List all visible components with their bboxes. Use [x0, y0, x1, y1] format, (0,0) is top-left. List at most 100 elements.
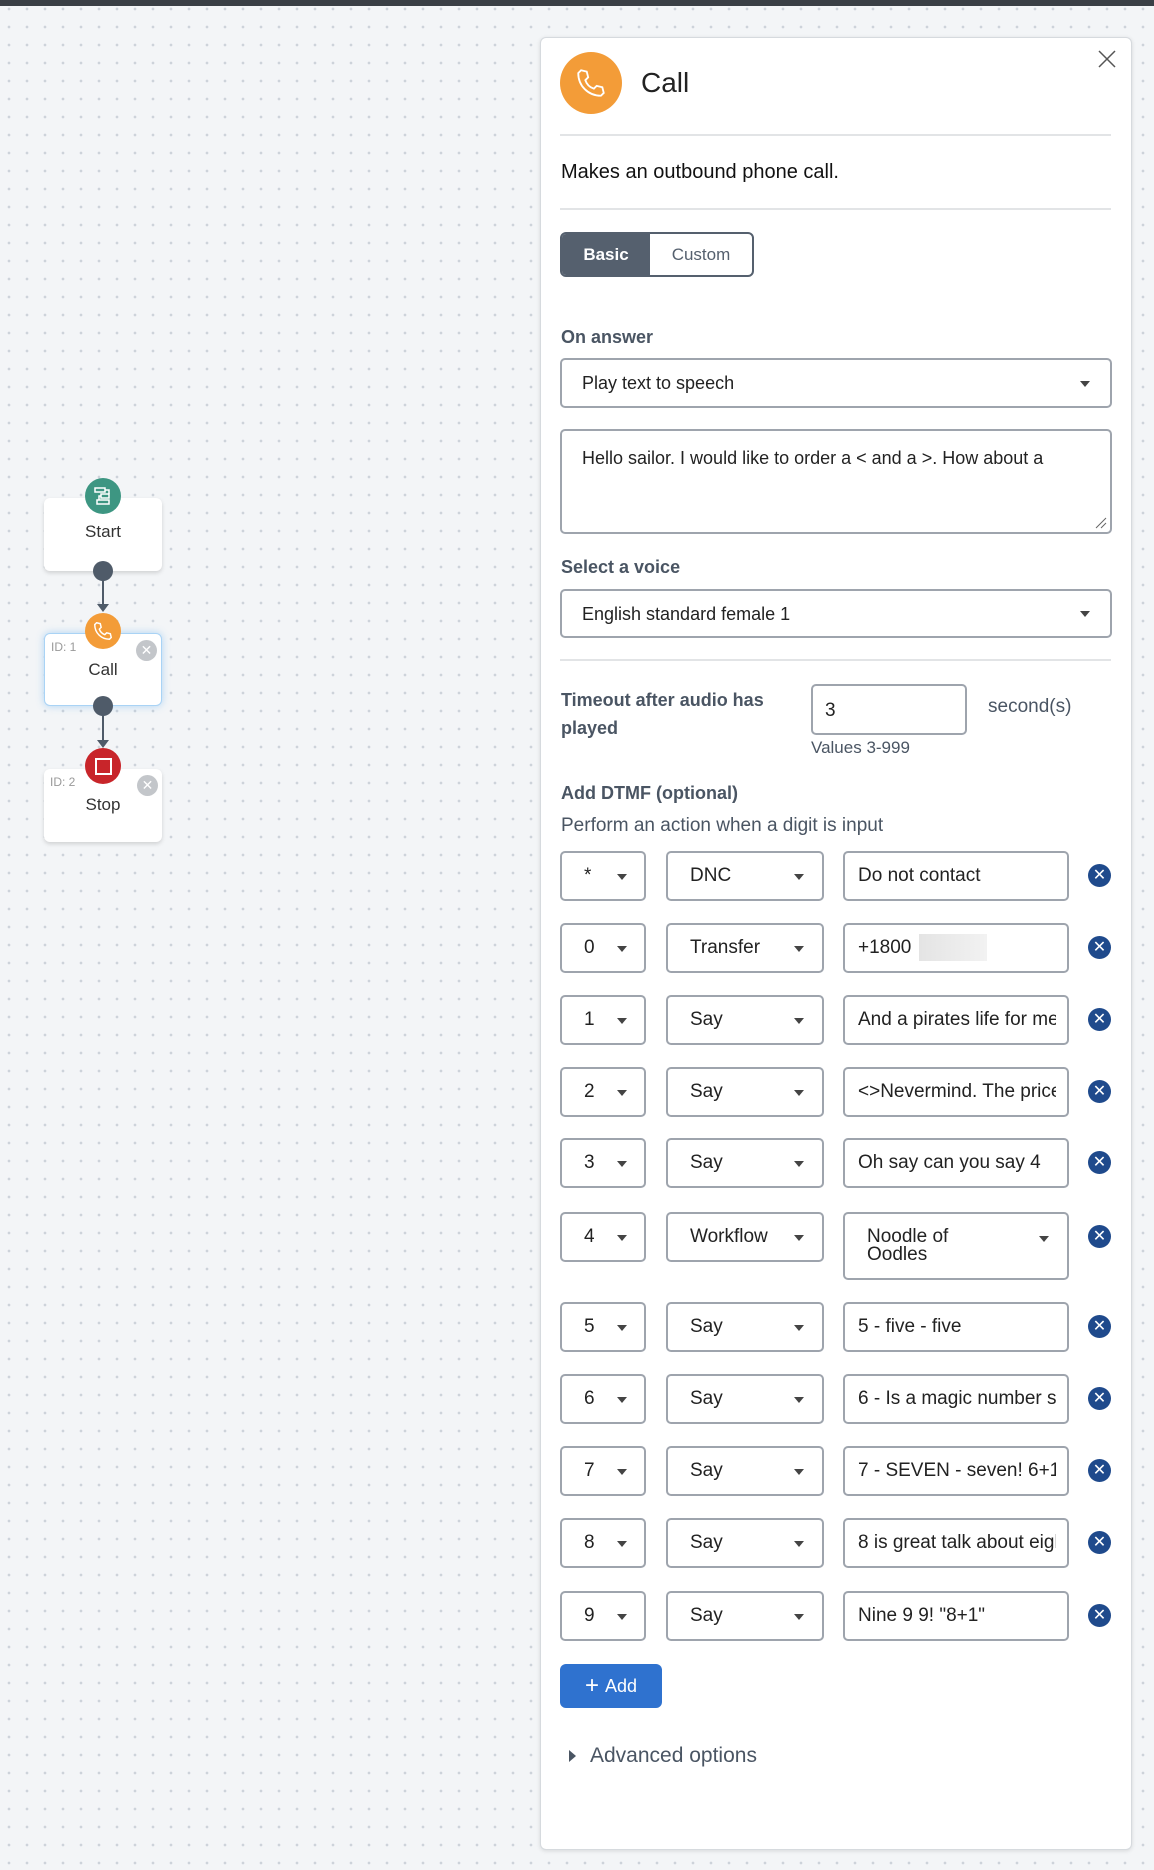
select-value: Say: [690, 1460, 723, 1481]
input-value: Nine 9 9! "8+1": [858, 1605, 986, 1626]
tab-custom[interactable]: Custom: [671, 244, 731, 264]
close-button[interactable]: [1096, 48, 1118, 70]
remove-dtmf-icon[interactable]: ✕: [1088, 1225, 1111, 1248]
input-value: 7 - SEVEN - seven! 6+1: [858, 1460, 1056, 1481]
select-value: 6: [584, 1388, 595, 1409]
timeout-input[interactable]: 3: [811, 684, 967, 735]
output-port[interactable]: [93, 696, 113, 716]
select-value: Say: [690, 1081, 723, 1102]
select-value: Workflow: [690, 1226, 768, 1247]
dtmf-value-input[interactable]: <>Nevermind. The price: [843, 1067, 1069, 1117]
caret-down-icon: [617, 1018, 627, 1024]
dtmf-digit-select[interactable]: 0: [560, 923, 646, 973]
dtmf-digit-select[interactable]: 6: [560, 1374, 646, 1424]
remove-dtmf-icon[interactable]: ✕: [1088, 1531, 1111, 1554]
remove-dtmf-icon[interactable]: ✕: [1088, 1604, 1111, 1627]
advanced-options-toggle[interactable]: Advanced options: [569, 1744, 757, 1768]
dtmf-value-input[interactable]: 8 is great talk about eight: [843, 1518, 1069, 1568]
voice-select[interactable]: English standard female 1: [560, 589, 1112, 638]
textarea-value: Hello sailor. I would like to order a < …: [582, 448, 1044, 468]
dtmf-value-input[interactable]: 6 - Is a magic number six: [843, 1374, 1069, 1424]
node-call[interactable]: ID: 1 Call ✕: [44, 633, 162, 706]
dtmf-action-select[interactable]: Say: [666, 1591, 824, 1641]
dtmf-action-select[interactable]: Say: [666, 1374, 824, 1424]
arrow-icon: [97, 604, 109, 612]
on-answer-label: On answer: [561, 327, 654, 347]
remove-dtmf-icon[interactable]: ✕: [1088, 864, 1111, 887]
redacted-block: [919, 934, 987, 961]
input-value: 8 is great talk about eight: [858, 1532, 1056, 1553]
dtmf-label: Add DTMF (optional): [561, 783, 738, 803]
remove-dtmf-icon[interactable]: ✕: [1088, 1008, 1111, 1031]
caret-down-icon: [794, 1090, 804, 1096]
dtmf-subtitle: Perform an action when a digit is input: [561, 815, 884, 836]
dtmf-digit-select[interactable]: 9: [560, 1591, 646, 1641]
panel-title: Call: [641, 67, 690, 98]
dtmf-action-select[interactable]: Say: [666, 1446, 824, 1496]
select-value: 1: [584, 1009, 595, 1030]
delete-node-icon[interactable]: ✕: [136, 640, 157, 661]
dtmf-value-input[interactable]: Oh say can you say 4: [843, 1138, 1069, 1188]
node-id: ID: 1: [51, 640, 77, 654]
dtmf-action-select[interactable]: Say: [666, 995, 824, 1045]
input-value: +1800: [858, 937, 912, 958]
dtmf-digit-select[interactable]: 3: [560, 1138, 646, 1188]
select-value: DNC: [690, 865, 732, 886]
add-label: Add: [604, 1675, 638, 1696]
window-top-bar: [0, 0, 1154, 6]
caret-down-icon: [617, 1090, 627, 1096]
remove-dtmf-icon[interactable]: ✕: [1088, 1387, 1111, 1410]
caret-down-icon: [617, 1397, 627, 1403]
dtmf-digit-select[interactable]: 7: [560, 1446, 646, 1496]
dtmf-action-select[interactable]: DNC: [666, 851, 824, 901]
dtmf-workflow-select[interactable]: Noodle of Oodles: [843, 1212, 1069, 1280]
dtmf-value-input[interactable]: And a pirates life for me: [843, 995, 1069, 1045]
select-value: *: [584, 865, 592, 886]
dtmf-digit-select[interactable]: 2: [560, 1067, 646, 1117]
dtmf-digit-select[interactable]: 8: [560, 1518, 646, 1568]
dtmf-value-input[interactable]: 5 - five - five: [843, 1302, 1069, 1352]
input-value: Do not contact: [858, 865, 981, 886]
dtmf-value-input[interactable]: Do not contact: [843, 851, 1069, 901]
dtmf-action-select[interactable]: Say: [666, 1302, 824, 1352]
advanced-options-label: Advanced options: [590, 1744, 757, 1767]
tab-basic[interactable]: Basic: [562, 234, 650, 275]
dtmf-value-input[interactable]: Nine 9 9! "8+1": [843, 1591, 1069, 1641]
input-value: 5 - five - five: [858, 1316, 962, 1337]
remove-dtmf-icon[interactable]: ✕: [1088, 1080, 1111, 1103]
caret-down-icon: [617, 946, 627, 952]
voice-label: Select a voice: [561, 557, 681, 577]
mode-tabs: Basic Custom: [560, 232, 754, 277]
remove-dtmf-icon[interactable]: ✕: [1088, 1315, 1111, 1338]
dtmf-value-input[interactable]: 7 - SEVEN - seven! 6+1: [843, 1446, 1069, 1496]
on-answer-select[interactable]: Play text to speech: [560, 358, 1112, 408]
dtmf-action-select[interactable]: Say: [666, 1518, 824, 1568]
dtmf-action-select[interactable]: Workflow: [666, 1212, 824, 1262]
remove-dtmf-icon[interactable]: ✕: [1088, 1459, 1111, 1482]
dtmf-digit-select[interactable]: *: [560, 851, 646, 901]
caret-down-icon: [617, 874, 627, 880]
remove-dtmf-icon[interactable]: ✕: [1088, 936, 1111, 959]
dtmf-action-select[interactable]: Say: [666, 1067, 824, 1117]
close-icon: [1098, 50, 1116, 68]
tts-textarea[interactable]: Hello sailor. I would like to order a < …: [560, 429, 1112, 534]
flow-icon: [85, 478, 121, 514]
add-button[interactable]: + Add: [560, 1664, 662, 1708]
divider: [560, 134, 1111, 136]
dtmf-action-select[interactable]: Say: [666, 1138, 824, 1188]
dtmf-digit-select[interactable]: 4: [560, 1212, 646, 1262]
caret-down-icon: [794, 1161, 804, 1167]
dtmf-digit-select[interactable]: 5: [560, 1302, 646, 1352]
delete-node-icon[interactable]: ✕: [137, 775, 158, 796]
select-value: Say: [690, 1388, 723, 1409]
phone-icon: [85, 613, 121, 649]
output-port[interactable]: [93, 561, 113, 581]
dtmf-digit-select[interactable]: 1: [560, 995, 646, 1045]
dtmf-action-select[interactable]: Transfer: [666, 923, 824, 973]
dtmf-value-input[interactable]: +1800: [843, 923, 1069, 973]
timeout-label: Timeout after audio has played: [561, 690, 764, 738]
resize-handle-icon[interactable]: [1095, 517, 1107, 529]
remove-dtmf-icon[interactable]: ✕: [1088, 1151, 1111, 1174]
select-value: Say: [690, 1605, 723, 1626]
caret-down-icon: [794, 1325, 804, 1331]
